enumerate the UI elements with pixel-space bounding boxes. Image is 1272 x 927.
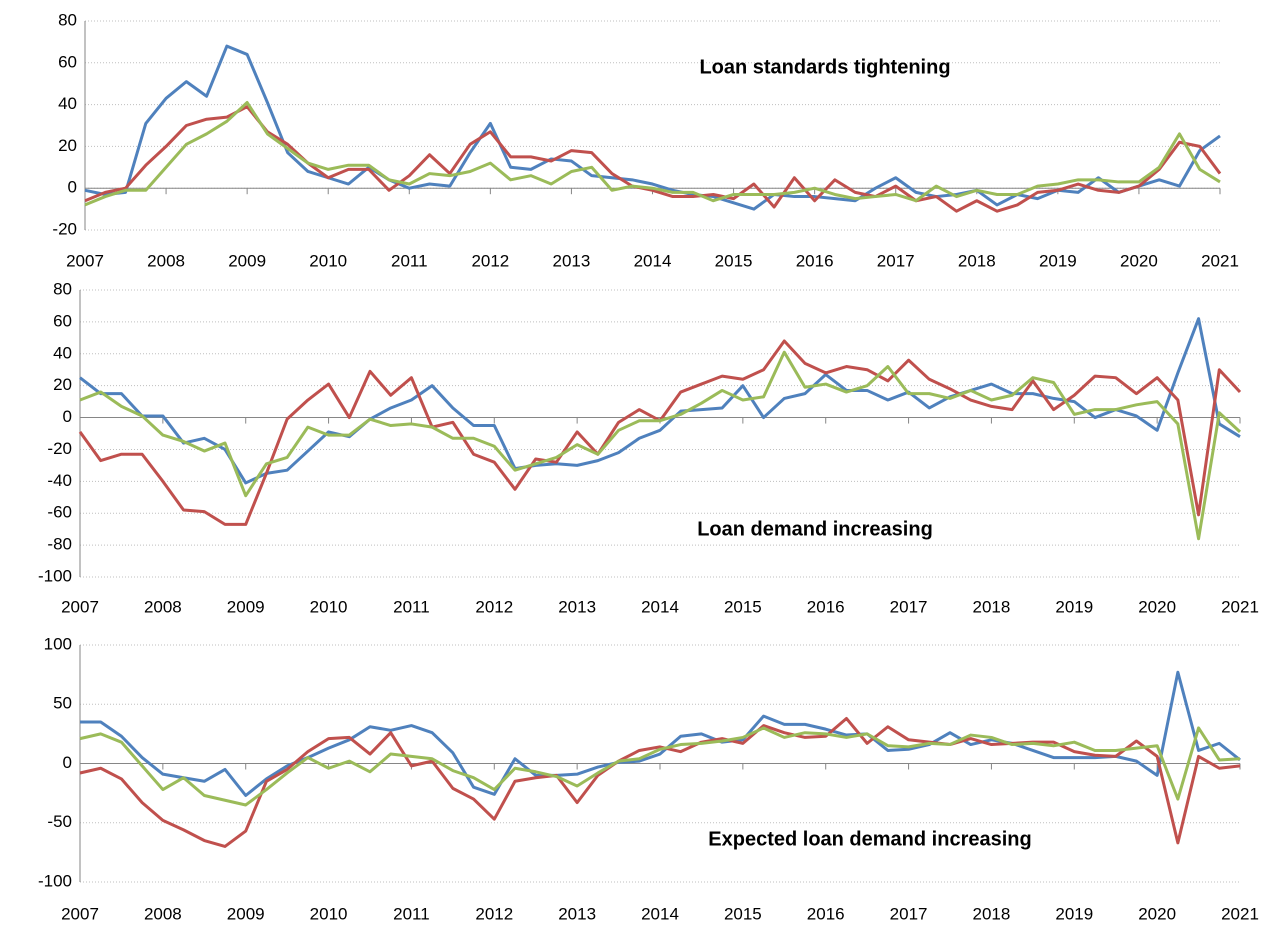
x-tick-label: 2010 (309, 251, 347, 270)
x-tick-label: 2016 (807, 904, 845, 923)
y-tick-label: 80 (53, 279, 72, 298)
y-tick-label: -100 (38, 871, 72, 890)
x-tick-label: 2008 (144, 597, 182, 616)
panel: -100 -80 -60 -40 -20 0 20 40 60 80 2007 2008 2009 201… (38, 279, 1259, 616)
x-tick-label: 2009 (228, 251, 266, 270)
x-tick-label: 2018 (958, 251, 996, 270)
y-tick-label: -80 (47, 535, 72, 554)
x-tick-label: 2007 (66, 251, 104, 270)
x-tick-label: 2007 (61, 904, 99, 923)
y-tick-label: 100 (44, 634, 72, 653)
x-tick-label: 2013 (553, 251, 591, 270)
x-tick-label: 2017 (890, 904, 928, 923)
y-tick-label: 0 (63, 407, 72, 426)
panel: -20 0 20 40 60 80 2007 2008 2009 2010 2011 2012 2013… (52, 10, 1238, 270)
panel: -100 -50 0 50 100 2007 2008 2009 2010 2011 2012 201… (38, 634, 1259, 923)
x-tick-label: 2015 (715, 251, 753, 270)
y-tick-label: -20 (52, 219, 77, 238)
series-line (79, 716, 1241, 848)
x-tick-label: 2021 (1221, 597, 1259, 616)
x-tick-label: 2010 (310, 597, 348, 616)
x-tick-label: 2017 (877, 251, 915, 270)
series-line (79, 317, 1241, 485)
annotation: Expected loan demand increasing (708, 828, 1031, 850)
x-tick-label: 2011 (391, 251, 428, 270)
y-tick-label: -40 (47, 471, 72, 490)
x-tick-label: 2014 (634, 251, 672, 270)
y-tick-label: 40 (53, 343, 72, 362)
x-tick-label: 2008 (147, 251, 185, 270)
x-tick-label: 2014 (641, 597, 679, 616)
y-tick-label: 40 (58, 94, 77, 113)
y-tick-label: 20 (58, 136, 77, 155)
x-tick-label: 2019 (1039, 251, 1077, 270)
y-tick-label: -60 (47, 503, 72, 522)
x-tick-label: 2013 (558, 597, 596, 616)
series-line (78, 339, 1242, 526)
x-tick-label: 2014 (641, 904, 679, 923)
x-tick-label: 2018 (973, 904, 1011, 923)
x-tick-label: 2008 (144, 904, 182, 923)
y-tick-label: 60 (53, 311, 72, 330)
x-tick-label: 2009 (227, 904, 265, 923)
y-tick-label: -50 (47, 812, 72, 831)
series-line (79, 350, 1242, 541)
x-tick-label: 2009 (227, 597, 265, 616)
annotation: Loan standards tightening (699, 56, 950, 78)
x-tick-label: 2015 (724, 904, 762, 923)
x-tick-label: 2012 (475, 904, 513, 923)
x-tick-label: 2015 (724, 597, 762, 616)
x-tick-label: 2012 (475, 597, 513, 616)
series-line (84, 105, 1222, 213)
x-tick-label: 2019 (1055, 597, 1093, 616)
series-line (84, 101, 1221, 207)
y-tick-label: 0 (68, 178, 77, 197)
series-line (80, 670, 1241, 797)
x-tick-label: 2021 (1201, 251, 1239, 270)
x-tick-label: 2016 (807, 597, 845, 616)
x-tick-label: 2020 (1120, 251, 1158, 270)
x-tick-label: 2020 (1138, 597, 1176, 616)
series-line (79, 726, 1241, 807)
y-tick-label: 60 (58, 52, 77, 71)
x-tick-label: 2007 (61, 597, 99, 616)
x-tick-label: 2011 (393, 597, 430, 616)
x-tick-label: 2016 (796, 251, 834, 270)
x-tick-label: 2011 (393, 904, 430, 923)
x-tick-label: 2020 (1138, 904, 1176, 923)
x-tick-label: 2019 (1055, 904, 1093, 923)
y-tick-label: 20 (53, 375, 72, 394)
y-tick-label: 0 (63, 753, 72, 772)
x-tick-label: 2013 (558, 904, 596, 923)
x-tick-label: 2010 (310, 904, 348, 923)
x-tick-label: 2012 (471, 251, 509, 270)
y-tick-label: -20 (47, 439, 72, 458)
y-tick-label: 80 (58, 10, 77, 29)
annotation: Loan demand increasing (697, 518, 933, 540)
y-tick-label: -100 (38, 566, 72, 585)
x-tick-label: 2018 (973, 597, 1011, 616)
y-tick-label: 50 (53, 694, 72, 713)
x-tick-label: 2017 (890, 597, 928, 616)
x-tick-label: 2021 (1221, 904, 1259, 923)
